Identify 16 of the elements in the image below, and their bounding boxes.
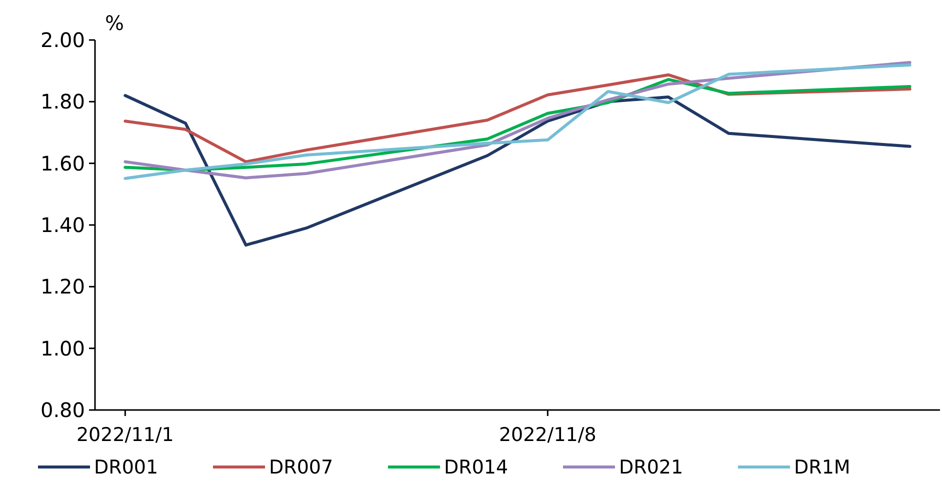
y-axis-title: %	[105, 11, 124, 35]
y-tick-label: 2.00	[40, 28, 85, 52]
legend-label: DR1M	[794, 456, 850, 479]
y-tick-label: 1.60	[40, 151, 85, 176]
y-tick-label: 1.20	[40, 274, 85, 299]
legend-label: DR014	[444, 456, 508, 479]
legend-label: DR001	[94, 456, 158, 479]
y-tick-label: 0.80	[40, 398, 85, 422]
legend-label: DR021	[619, 456, 684, 479]
x-tick-label: 2022/11/1	[76, 424, 174, 446]
y-tick-label: 1.80	[40, 90, 85, 114]
legend-label: DR007	[269, 456, 334, 479]
y-tick-label: 1.40	[40, 213, 85, 237]
y-tick-label: 1.00	[40, 336, 85, 360]
line-series	[124, 94, 912, 247]
x-tick-label: 2022/11/8	[498, 424, 596, 446]
